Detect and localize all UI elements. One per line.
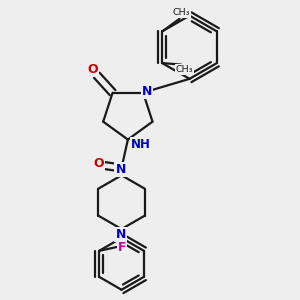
Text: F: F — [118, 241, 126, 254]
Text: N: N — [116, 163, 126, 176]
Text: O: O — [93, 158, 104, 170]
Text: CH₃: CH₃ — [176, 65, 193, 74]
Text: NH: NH — [130, 138, 151, 151]
Text: O: O — [88, 63, 98, 76]
Text: N: N — [116, 228, 126, 241]
Text: CH₃: CH₃ — [172, 8, 190, 17]
Text: N: N — [142, 85, 152, 98]
